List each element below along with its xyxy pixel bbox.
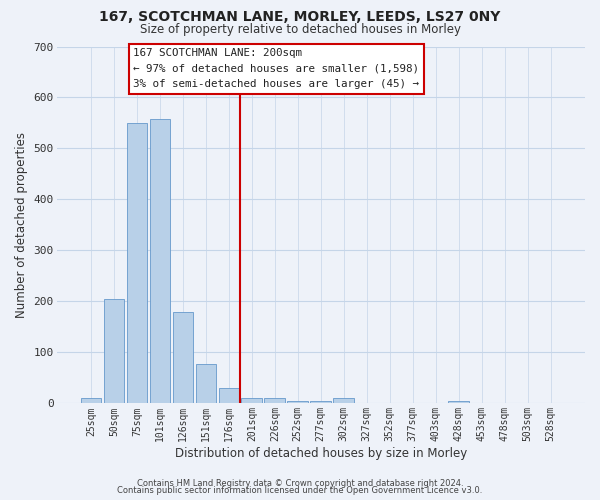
X-axis label: Distribution of detached houses by size in Morley: Distribution of detached houses by size … <box>175 447 467 460</box>
Text: Contains public sector information licensed under the Open Government Licence v3: Contains public sector information licen… <box>118 486 482 495</box>
Bar <box>241 398 262 404</box>
Bar <box>265 398 285 404</box>
Bar <box>448 401 469 404</box>
Y-axis label: Number of detached properties: Number of detached properties <box>15 132 28 318</box>
Bar <box>334 398 354 404</box>
Bar <box>80 398 101 404</box>
Bar <box>218 388 239 404</box>
Text: 167 SCOTCHMAN LANE: 200sqm
← 97% of detached houses are smaller (1,598)
3% of se: 167 SCOTCHMAN LANE: 200sqm ← 97% of deta… <box>133 48 419 90</box>
Bar <box>196 364 216 404</box>
Bar <box>287 401 308 404</box>
Bar <box>127 123 147 404</box>
Text: 167, SCOTCHMAN LANE, MORLEY, LEEDS, LS27 0NY: 167, SCOTCHMAN LANE, MORLEY, LEEDS, LS27… <box>100 10 500 24</box>
Bar <box>104 299 124 404</box>
Bar <box>310 401 331 404</box>
Bar <box>149 120 170 404</box>
Text: Size of property relative to detached houses in Morley: Size of property relative to detached ho… <box>139 22 461 36</box>
Bar <box>173 312 193 404</box>
Text: Contains HM Land Registry data © Crown copyright and database right 2024.: Contains HM Land Registry data © Crown c… <box>137 478 463 488</box>
